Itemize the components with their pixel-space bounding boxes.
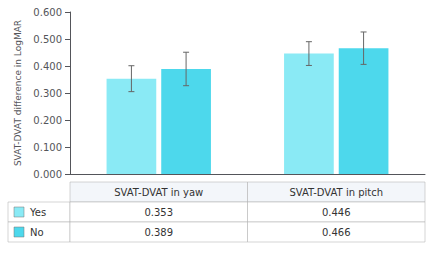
svg-text:0.446: 0.446	[322, 207, 351, 218]
svg-text:SVAT-DVAT in pitch: SVAT-DVAT in pitch	[289, 187, 383, 198]
svg-text:0.500: 0.500	[33, 34, 62, 45]
svg-text:0.389: 0.389	[144, 227, 173, 238]
svg-text:0.466: 0.466	[322, 227, 351, 238]
svg-text:0.000: 0.000	[33, 169, 62, 180]
svg-text:0.353: 0.353	[144, 207, 173, 218]
svg-text:Yes: Yes	[29, 207, 46, 218]
svg-text:0.300: 0.300	[33, 88, 62, 99]
svg-text:SVAT-DVAT difference in LogMAR: SVAT-DVAT difference in LogMAR	[13, 20, 23, 166]
svg-text:0.200: 0.200	[33, 115, 62, 126]
svg-text:No: No	[30, 227, 44, 238]
svg-text:0.600: 0.600	[33, 7, 62, 18]
svg-text:0.400: 0.400	[33, 61, 62, 72]
svg-text:SVAT-DVAT in yaw: SVAT-DVAT in yaw	[114, 187, 203, 198]
svg-text:0.100: 0.100	[33, 142, 62, 153]
